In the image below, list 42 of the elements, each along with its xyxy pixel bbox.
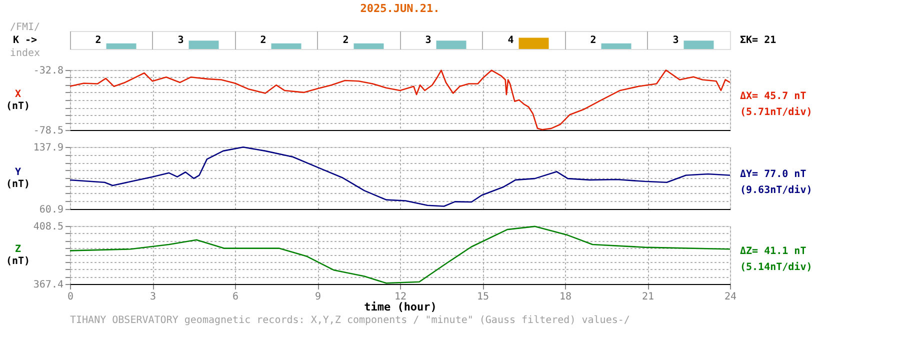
text: TIHANY OBSERVATORY geomagnetic records: X,Y,Z components / "minute" (Gauss filtered) values-/	[70, 315, 630, 326]
data-label: 2	[342, 35, 349, 46]
text: ΔZ= 41.1 nT	[740, 246, 806, 257]
y-axis-title: Z (nT)	[6, 244, 30, 267]
x-tick-label: 18	[559, 292, 572, 302]
x-tick-label: 0	[67, 292, 74, 302]
x-tick-label: 12	[394, 292, 407, 302]
y-tick-label: 408.5	[33, 222, 64, 232]
y-axis-title: X (nT)	[6, 89, 30, 112]
x-axis-title: time (hour)	[364, 300, 437, 314]
x-tick-label: 15	[476, 292, 490, 302]
data-label: 4	[508, 35, 514, 46]
text: ΔX= 45.7 nT	[740, 91, 806, 102]
y-tick-label: -78.5	[33, 126, 64, 136]
y-tick-label: -32.8	[33, 66, 64, 76]
text: (5.14nT/div)	[740, 261, 812, 273]
text: /FMI/	[10, 22, 40, 33]
text: (9.63nT/div)	[740, 184, 812, 196]
data-label: 2	[95, 35, 102, 46]
data-label: 2	[590, 35, 596, 46]
text: index	[10, 48, 40, 59]
data-label: 3	[672, 35, 679, 46]
x-tick-label: 9	[314, 292, 322, 302]
x-tick-label: 24	[724, 292, 737, 302]
y-tick-label: 60.9	[39, 204, 64, 216]
chart-title: 2025.JUN.21.	[360, 2, 440, 15]
data-label: 3	[425, 35, 432, 46]
y-tick-label: 367.4	[33, 280, 64, 290]
y-axis-title: Y (nT)	[6, 167, 30, 190]
text: (5.71nT/div)	[740, 106, 812, 118]
y-axis-title: K ->	[12, 35, 38, 46]
x-tick-label: 3	[150, 292, 156, 302]
data-label: 2	[260, 35, 266, 46]
line-series	[69, 226, 731, 284]
y-tick-label: 137.9	[33, 142, 64, 154]
text: ΣK= 21	[740, 35, 776, 46]
line-series	[69, 69, 731, 130]
x-tick-label: 6	[232, 292, 239, 302]
text: ΔY= 77.0 nT	[740, 169, 806, 180]
x-tick-label: 21	[642, 292, 654, 302]
line-series	[69, 146, 731, 207]
data-label: 3	[178, 35, 184, 46]
